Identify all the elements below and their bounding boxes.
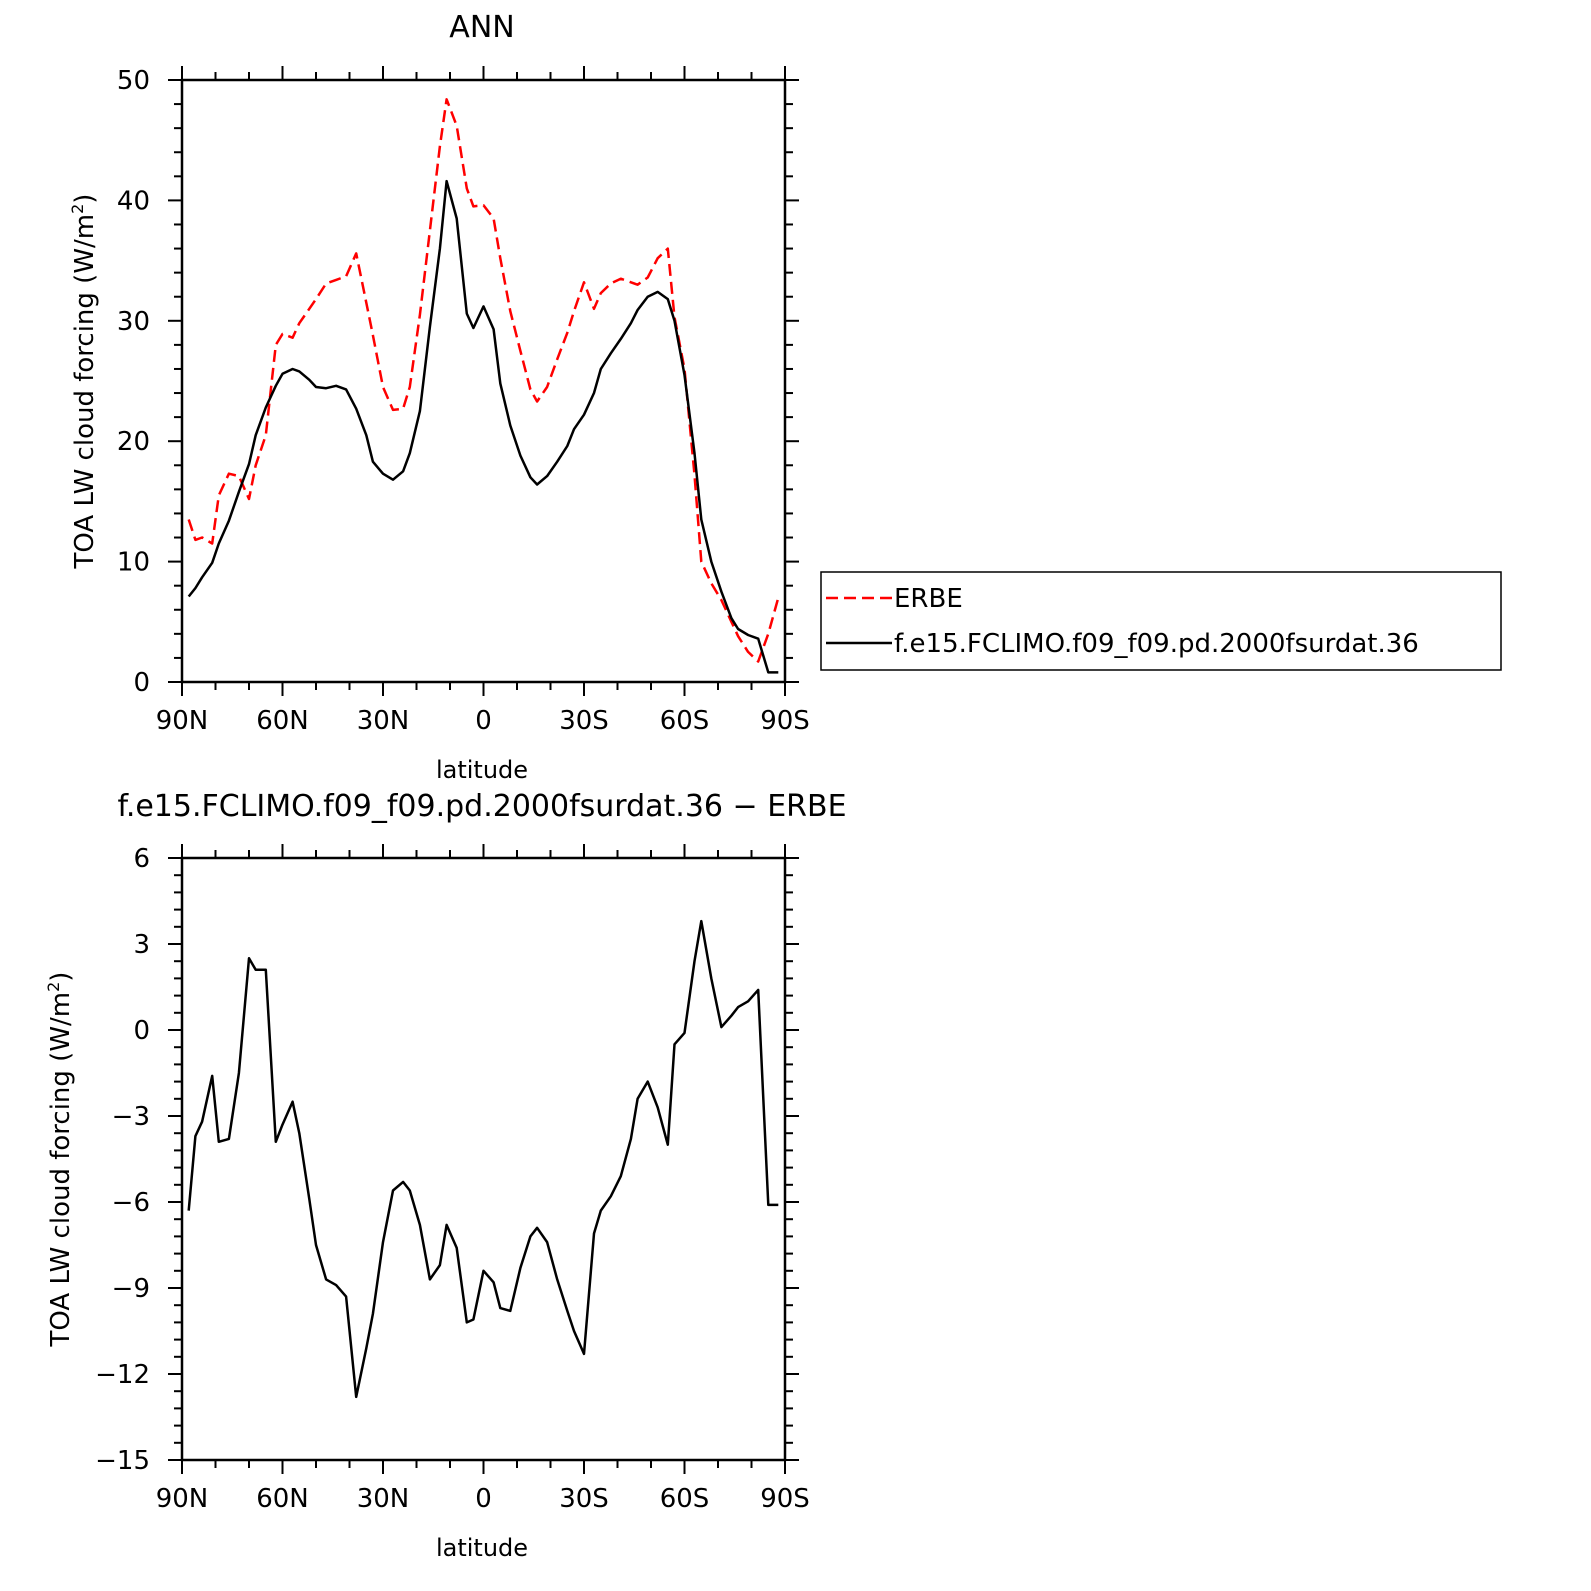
bottom-y-axis-label-end: ) [46, 972, 76, 982]
top-plot-frame [180, 78, 787, 684]
bottom-x-tick-label: 90N [156, 1484, 209, 1514]
bottom-chart-series [187, 919, 779, 1399]
top-y-axis-label: TOA LW cloud forcing (W/m2) [68, 194, 100, 570]
top-y-axis-label-end: ) [70, 194, 100, 204]
bottom-y-tick-label: −6 [112, 1188, 150, 1218]
bottom-y-axis-label-main: TOA LW cloud forcing (W/m [46, 992, 76, 1348]
top-chart-ticks: 90N 60N 30N 0 30S 60S 90S 0 10 20 30 40 50 [117, 66, 810, 736]
bottom-x-tick-label: 60N [256, 1484, 309, 1514]
top-chart: ANN 90N 60N 30N 0 30S 60S 90S 0 10 20 30 40 50 latit… [68, 10, 1502, 784]
bottom-y-tick-label: −9 [112, 1274, 150, 1304]
bottom-series-line-0 [187, 919, 779, 1399]
legend: ERBE f.e15.FCLIMO.f09_f09.pd.2000fsurdat… [820, 571, 1502, 671]
top-x-tick-label: 90S [760, 706, 810, 736]
top-chart-series [187, 98, 780, 674]
top-x-axis-label: latitude [436, 756, 528, 784]
top-y-axis-label-sup: 2 [68, 204, 87, 214]
bottom-chart-title: f.e15.FCLIMO.f09_f09.pd.2000fsurdat.36 −… [117, 789, 846, 824]
top-chart-title: ANN [449, 10, 514, 45]
bottom-y-tick-label: 3 [133, 930, 150, 960]
top-x-tick-label: 60S [660, 706, 710, 736]
bottom-x-tick-label: 30S [559, 1484, 609, 1514]
bottom-y-tick-label: −12 [95, 1360, 150, 1390]
top-x-tick-label: 30N [357, 706, 410, 736]
bottom-chart: f.e15.FCLIMO.f09_f09.pd.2000fsurdat.36 −… [44, 789, 847, 1562]
bottom-x-tick-label: 90S [760, 1484, 810, 1514]
top-x-tick-label: 0 [475, 706, 492, 736]
bottom-plot-frame [180, 856, 787, 1462]
top-y-tick-label: 10 [117, 548, 150, 578]
top-x-tick-label: 90N [156, 706, 209, 736]
bottom-y-axis-label-sup: 2 [44, 982, 63, 992]
top-y-tick-label: 40 [117, 186, 150, 216]
bottom-y-tick-label: 6 [133, 844, 150, 874]
top-y-axis-label-main: TOA LW cloud forcing (W/m [70, 214, 100, 570]
bottom-x-tick-label: 30N [357, 1484, 410, 1514]
top-y-tick-label: 0 [133, 668, 150, 698]
top-y-tick-label: 50 [117, 66, 150, 96]
top-x-tick-label: 60N [256, 706, 309, 736]
bottom-chart-ticks: 90N 60N 30N 0 30S 60S 90S −15 −12 −9 −6 −3 0 3 6 [95, 844, 810, 1514]
bottom-y-axis-label: TOA LW cloud forcing (W/m2) [44, 972, 76, 1348]
bottom-y-tick-label: −3 [112, 1102, 150, 1132]
legend-box [820, 571, 1502, 671]
bottom-y-tick-label: −15 [95, 1446, 150, 1476]
top-series-line-1 [187, 179, 779, 674]
top-series-line-0 [187, 98, 780, 663]
top-y-tick-label: 30 [117, 307, 150, 337]
bottom-x-tick-label: 60S [660, 1484, 710, 1514]
legend-label-model: f.e15.FCLIMO.f09_f09.pd.2000fsurdat.36 [894, 629, 1419, 659]
bottom-x-axis-label: latitude [436, 1534, 528, 1562]
top-y-tick-label: 20 [117, 427, 150, 457]
legend-label-erbe: ERBE [894, 584, 963, 614]
bottom-x-tick-label: 0 [475, 1484, 492, 1514]
top-x-tick-label: 30S [559, 706, 609, 736]
bottom-y-tick-label: 0 [133, 1016, 150, 1046]
